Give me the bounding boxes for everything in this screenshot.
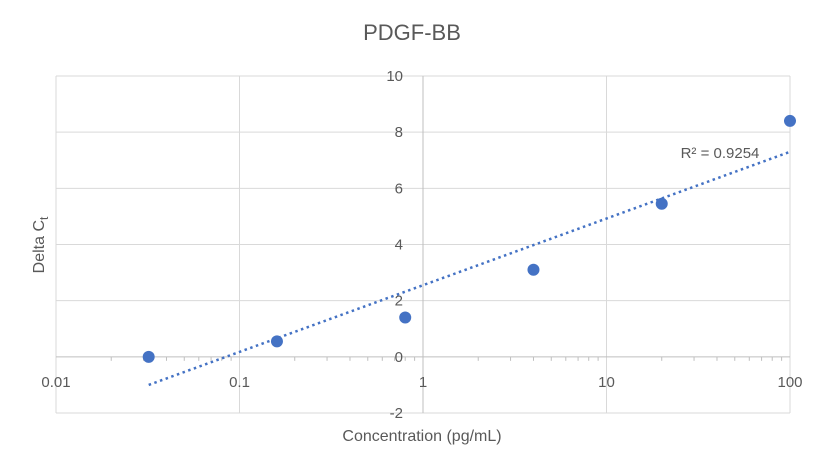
y-axis-label: Delta Ct xyxy=(31,216,51,273)
y-tick-label: 8 xyxy=(395,124,403,141)
r-squared-annotation: R² = 0.9254 xyxy=(681,145,760,162)
y-axis-label-main: Delta C xyxy=(31,220,48,273)
x-tick-labels: 0.01 0.1 1 10 100 xyxy=(41,374,802,391)
data-point xyxy=(784,114,796,127)
y-tick-label: 0 xyxy=(395,349,403,366)
x-tick-label: 0.01 xyxy=(41,374,70,391)
data-point xyxy=(399,311,412,324)
trendline xyxy=(148,150,791,387)
y-axis-label-sub: t xyxy=(37,216,51,220)
axes xyxy=(56,76,790,413)
data-point xyxy=(655,197,668,210)
data-point xyxy=(270,335,283,348)
x-tick-label: 100 xyxy=(777,374,802,391)
y-tick-labels: -2 0 2 4 6 8 10 xyxy=(386,68,403,422)
x-tick-label: 1 xyxy=(419,374,427,391)
x-axis-label: Concentration (pg/mL) xyxy=(342,428,501,445)
x-tick-label: 10 xyxy=(598,374,615,391)
chart-title: PDGF-BB xyxy=(363,20,461,45)
data-points xyxy=(142,114,796,363)
y-tick-label: -2 xyxy=(390,405,403,422)
x-tick-label: 0.1 xyxy=(229,374,250,391)
data-point xyxy=(527,263,540,276)
y-tick-label: 2 xyxy=(395,293,403,310)
y-tick-label: 6 xyxy=(395,180,403,197)
y-tick-label: 4 xyxy=(395,237,403,254)
y-tick-label: 10 xyxy=(386,68,403,85)
data-point xyxy=(142,350,155,363)
